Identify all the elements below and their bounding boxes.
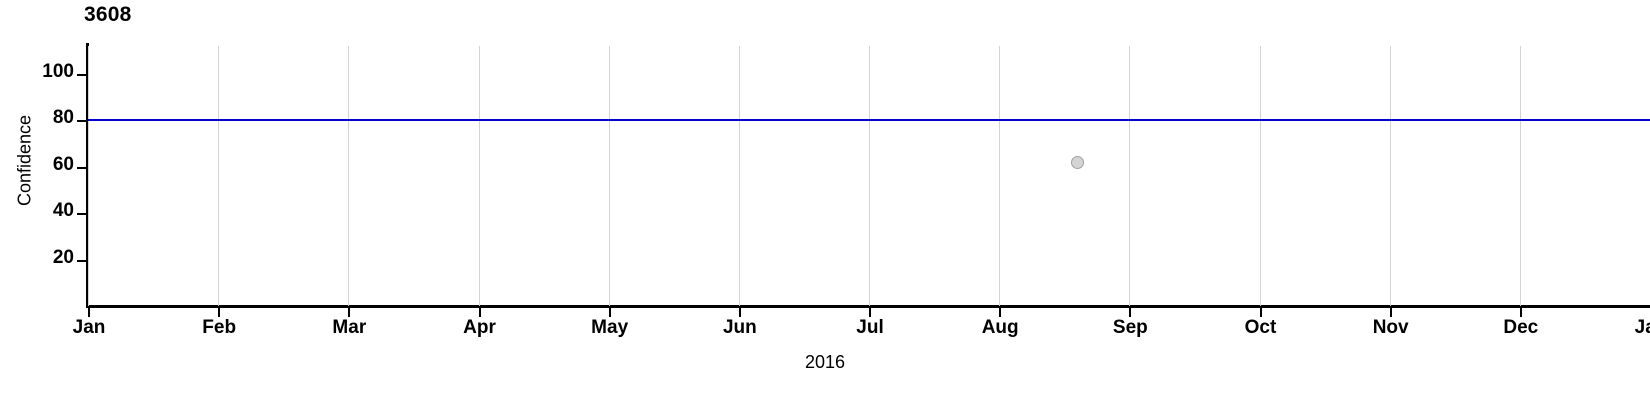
gridline	[738, 46, 740, 306]
data-point[interactable]	[1070, 155, 1084, 169]
x-axis-tick	[738, 308, 741, 317]
gridline	[869, 46, 870, 306]
x-axis-title-label: 2016	[804, 352, 846, 372]
x-axis-tick	[999, 308, 1002, 317]
x-axis-tick-label: Dec	[1503, 317, 1539, 338]
x-axis-tick-label: Mar	[332, 317, 367, 338]
x-axis-tick	[1259, 308, 1262, 317]
x-axis-tick-label: Jan	[72, 317, 106, 338]
y-axis-tick-label: 40	[52, 200, 74, 222]
y-axis-tick-label: 20	[52, 246, 74, 268]
y-axis-tick-label: 80	[52, 107, 74, 129]
y-axis-tick	[77, 120, 86, 123]
x-axis-tick-label: Jun	[722, 317, 757, 338]
x-axis-tick	[348, 308, 351, 317]
y-axis-tick-label: 60	[52, 153, 74, 175]
x-axis-tick	[608, 308, 611, 317]
gridline	[478, 46, 480, 306]
x-axis-title: 2016	[0, 352, 1650, 373]
x-axis-tick	[869, 308, 871, 317]
x-axis-tick-label: Nov	[1372, 317, 1409, 338]
gridline	[88, 46, 89, 306]
x-axis-tick-label: May	[591, 317, 629, 338]
plot-area	[88, 46, 1650, 306]
x-axis-tick-label: Feb	[202, 317, 237, 338]
threshold-line	[88, 119, 1650, 122]
y-axis-tick	[77, 259, 86, 262]
x-axis-tick	[88, 308, 90, 317]
x-axis-line	[86, 305, 1650, 308]
x-axis-tick	[478, 308, 481, 317]
x-axis-tick	[218, 308, 221, 317]
gridline	[608, 46, 610, 306]
x-axis-tick-label: Sep	[1112, 317, 1148, 338]
chart-title: 3608	[84, 3, 132, 26]
y-axis-tick-label: 100	[42, 60, 74, 82]
gridline	[1519, 46, 1521, 306]
x-axis-tick	[1129, 308, 1132, 317]
x-axis-tick-label: Oct	[1244, 317, 1277, 338]
gridline	[1129, 46, 1131, 306]
gridline	[1389, 46, 1391, 306]
x-axis-tick-label: Aug	[981, 317, 1019, 338]
x-axis-tick-label: Jul	[856, 317, 884, 338]
y-axis-tick	[77, 166, 86, 169]
y-axis-tick	[77, 73, 86, 76]
gridline	[999, 46, 1001, 306]
x-axis-tick-label: Jan	[1634, 317, 1650, 338]
x-axis-tick	[1519, 308, 1522, 317]
gridline	[1259, 46, 1261, 306]
x-axis-tick-label: Apr	[463, 317, 496, 338]
y-axis-line	[86, 43, 89, 308]
gridline	[218, 46, 220, 306]
x-axis-tick	[1389, 308, 1392, 317]
y-axis-tick	[77, 213, 86, 216]
gridline	[348, 46, 350, 306]
